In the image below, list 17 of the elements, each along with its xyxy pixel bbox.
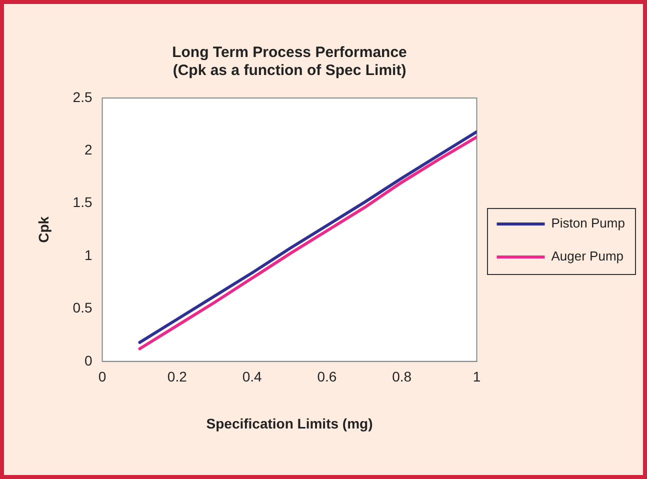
y-tick-label: 0 xyxy=(84,352,92,368)
x-tick-label: 0.2 xyxy=(167,368,188,385)
x-axis-title: Specification Limits (mg) xyxy=(206,415,373,432)
x-tick-label: 0.4 xyxy=(242,368,262,385)
y-tick-label: 1.5 xyxy=(72,194,92,210)
x-tick-label: 0.8 xyxy=(392,368,412,385)
y-axis-title: Cpk xyxy=(35,216,52,243)
y-tick-label: 2 xyxy=(84,142,92,158)
x-tick-label: 1 xyxy=(472,368,481,385)
chart-title: Long Term Process Performance (Cpk as a function of Spec Limit) xyxy=(172,44,407,80)
y-tick-label: 2.5 xyxy=(72,88,92,105)
legend-label: Piston Pump xyxy=(551,216,625,231)
y-tick-label: 1 xyxy=(84,246,92,263)
y-tick-label: 0.5 xyxy=(72,300,92,316)
legend-label: Auger Pump xyxy=(551,248,624,264)
x-tick-label: 0.6 xyxy=(317,368,337,385)
x-tick-label: 0 xyxy=(98,368,106,385)
